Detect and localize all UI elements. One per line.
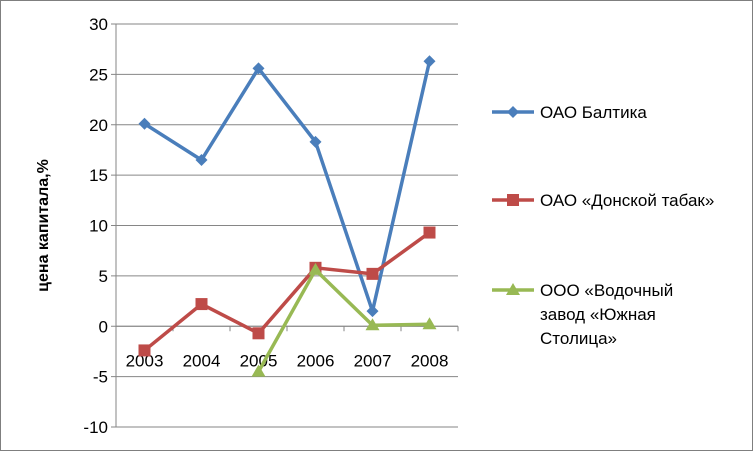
data-point-triangle bbox=[506, 283, 520, 295]
data-point-diamond bbox=[366, 305, 379, 318]
legend-item-3: ООО «Водочный завод «Южная Столица» bbox=[492, 281, 673, 348]
y-tick-label: -5 bbox=[93, 368, 108, 387]
y-tick-label: 10 bbox=[89, 217, 108, 236]
data-point-diamond bbox=[309, 135, 322, 148]
legend-item-1: ОАО Балтика bbox=[492, 103, 647, 122]
y-tick-label: 20 bbox=[89, 116, 108, 135]
series-3 bbox=[251, 262, 437, 377]
x-tick-label: 2008 bbox=[411, 351, 449, 370]
data-point-diamond bbox=[138, 117, 151, 130]
legend-label-line: ООО «Водочный bbox=[540, 281, 673, 300]
series-2 bbox=[138, 226, 436, 357]
y-tick-label: 5 bbox=[99, 267, 108, 286]
data-point-square bbox=[423, 226, 436, 239]
data-point-triangle bbox=[365, 318, 380, 331]
x-tick-label: 2003 bbox=[126, 351, 164, 370]
data-point-square bbox=[195, 298, 208, 311]
x-tick-label: 2004 bbox=[183, 351, 221, 370]
data-point-square bbox=[252, 327, 265, 340]
data-point-diamond bbox=[252, 62, 265, 75]
legend-label-line: завод «Южная bbox=[540, 305, 656, 324]
data-point-triangle bbox=[251, 364, 266, 377]
series-line bbox=[143, 231, 431, 352]
y-tick-labels: -10 -5 0 5 10 15 20 25 30 bbox=[83, 15, 108, 437]
x-tick-label: 2006 bbox=[297, 351, 335, 370]
data-point-triangle bbox=[308, 262, 323, 275]
gridlines bbox=[116, 23, 458, 428]
x-tick-label: 2007 bbox=[354, 351, 392, 370]
y-tick-label: 15 bbox=[89, 166, 108, 185]
y-tick-label: 25 bbox=[89, 65, 108, 84]
data-point-square bbox=[138, 344, 151, 357]
data-point-square bbox=[507, 194, 519, 206]
series-group bbox=[138, 55, 437, 377]
y-tick-label: -10 bbox=[83, 418, 108, 437]
y-axis-label: цена капитала,% bbox=[35, 159, 52, 292]
legend-label-line: Столица» bbox=[540, 329, 617, 348]
legend: ОАО Балтика ОАО «Донской табак» ООО «Водоч… bbox=[492, 103, 714, 348]
legend-label: ОАО «Донской табак» bbox=[540, 191, 714, 210]
series-1 bbox=[138, 55, 436, 318]
data-point-diamond bbox=[507, 106, 519, 118]
x-tick-labels: 2003 2004 2005 2006 2007 2008 bbox=[126, 351, 449, 370]
data-point-diamond bbox=[423, 55, 436, 68]
series-line bbox=[256, 268, 430, 373]
data-point-triangle bbox=[422, 317, 437, 330]
data-point-diamond bbox=[195, 154, 208, 167]
data-point-square bbox=[366, 267, 379, 280]
legend-label: ОАО Балтика bbox=[540, 103, 647, 122]
legend-item-2: ОАО «Донской табак» bbox=[492, 191, 714, 210]
y-tick-label: 0 bbox=[99, 317, 108, 336]
series-line bbox=[143, 60, 432, 313]
y-tick-label: 30 bbox=[89, 15, 108, 34]
